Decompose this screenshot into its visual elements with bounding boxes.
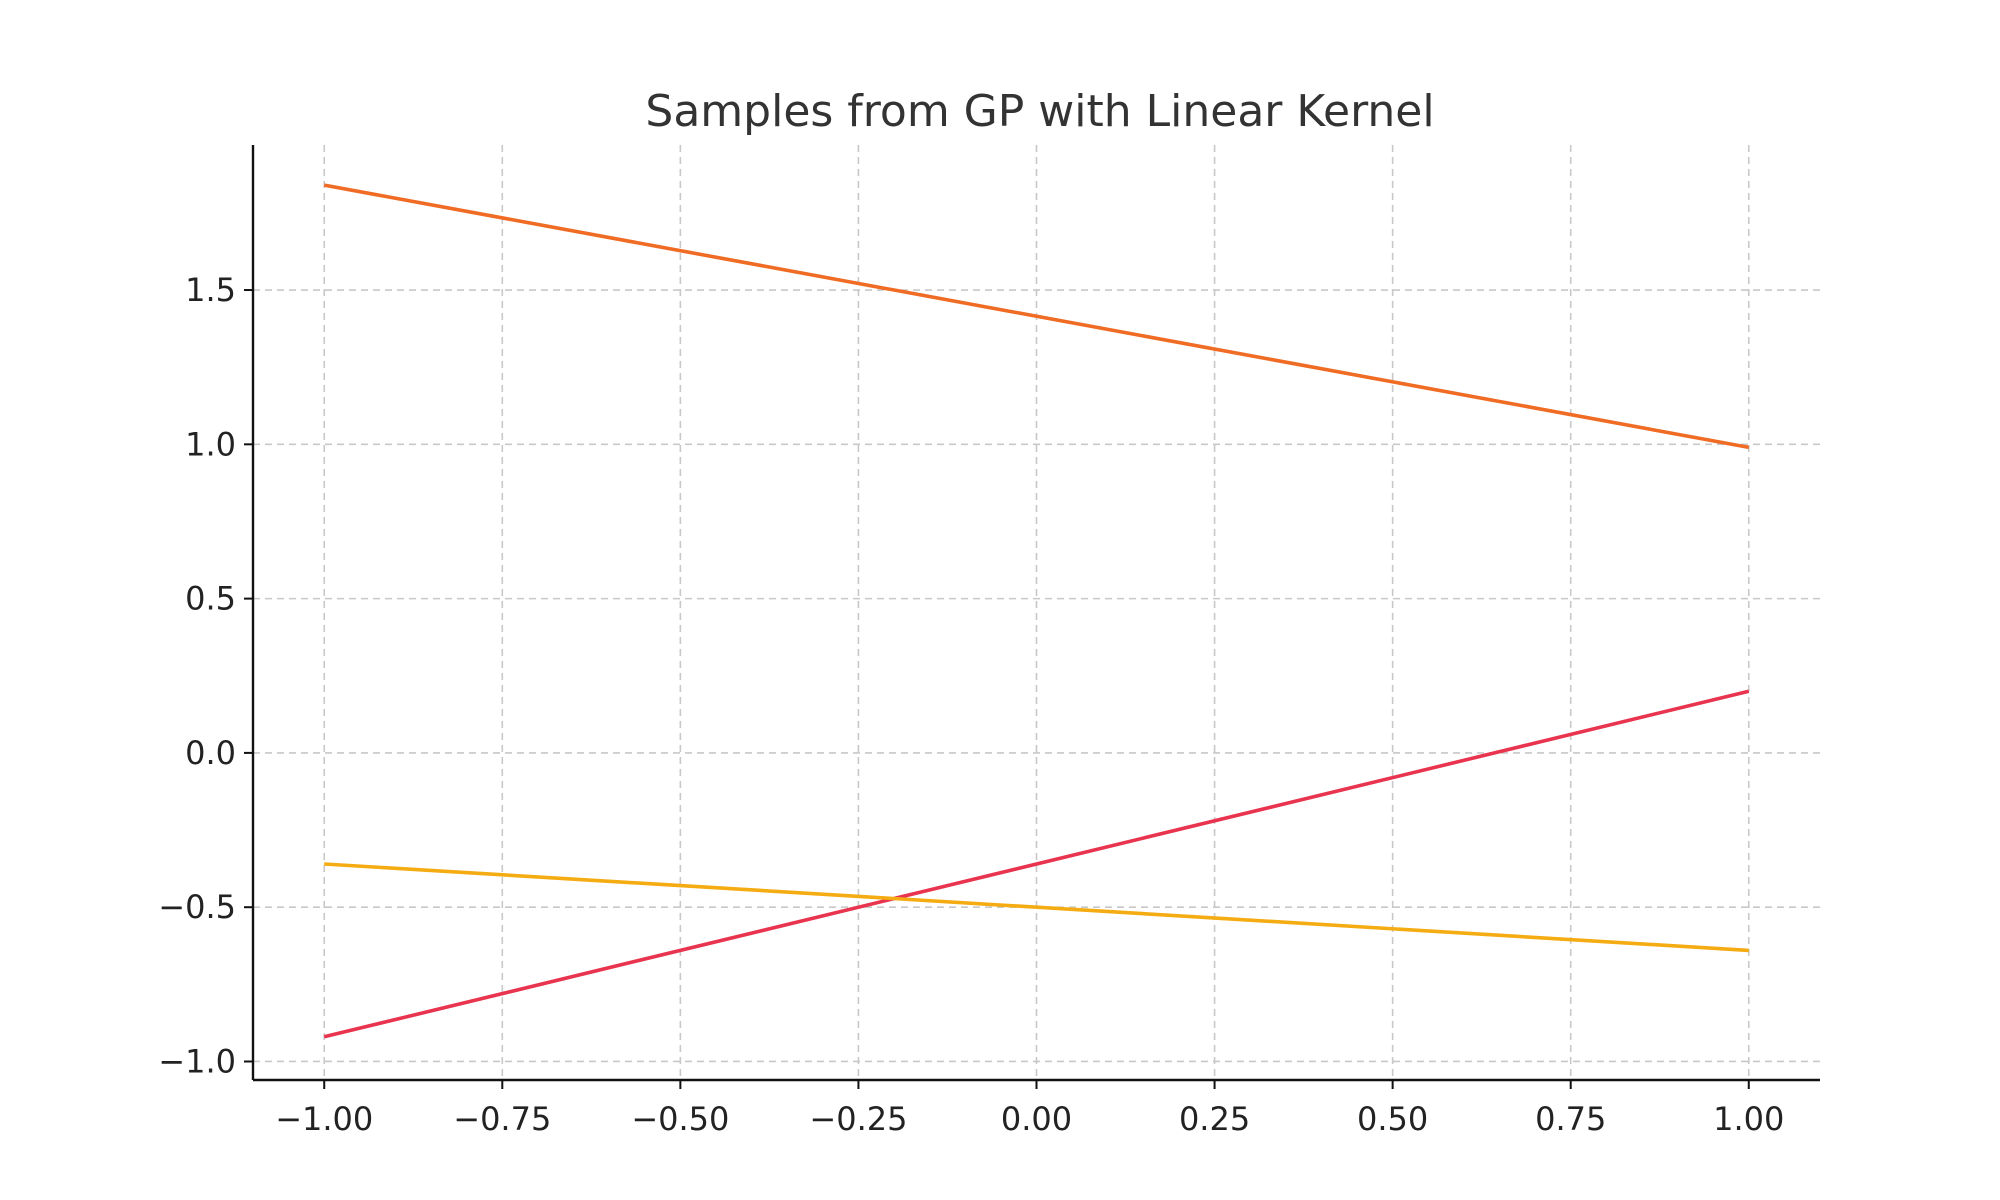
y-tick-label: 0.5 (185, 580, 236, 618)
x-tick-label: 0.25 (1179, 1100, 1250, 1138)
x-tick-label: −1.00 (275, 1100, 373, 1138)
series-line-3 (324, 862, 1749, 953)
chart-title: Samples from GP with Linear Kernel (645, 86, 1434, 137)
x-tick-label: −0.75 (453, 1100, 551, 1138)
series-line-1 (323, 183, 1750, 450)
x-axis-ticks: −1.00 −0.75 −0.50 −0.25 0.00 0.25 0.50 0.75 1.00 (275, 1080, 1784, 1138)
series-line-2 (323, 689, 1750, 1039)
series-lines (323, 183, 1750, 1039)
y-tick-label: 1.5 (185, 271, 236, 309)
x-tick-label: −0.50 (631, 1100, 729, 1138)
x-tick-label: 0.50 (1357, 1100, 1428, 1138)
y-tick-label: −1.0 (158, 1042, 236, 1080)
x-tick-label: −0.25 (809, 1100, 907, 1138)
y-tick-label: −0.5 (158, 888, 236, 926)
y-axis-ticks: −1.0 −0.5 0.0 0.5 1.0 1.5 (158, 271, 253, 1080)
x-tick-label: 0.75 (1535, 1100, 1606, 1138)
y-tick-label: 0.0 (185, 734, 236, 772)
y-tick-label: 1.0 (185, 425, 236, 463)
x-tick-label: 1.00 (1713, 1100, 1784, 1138)
x-tick-label: 0.00 (1001, 1100, 1072, 1138)
